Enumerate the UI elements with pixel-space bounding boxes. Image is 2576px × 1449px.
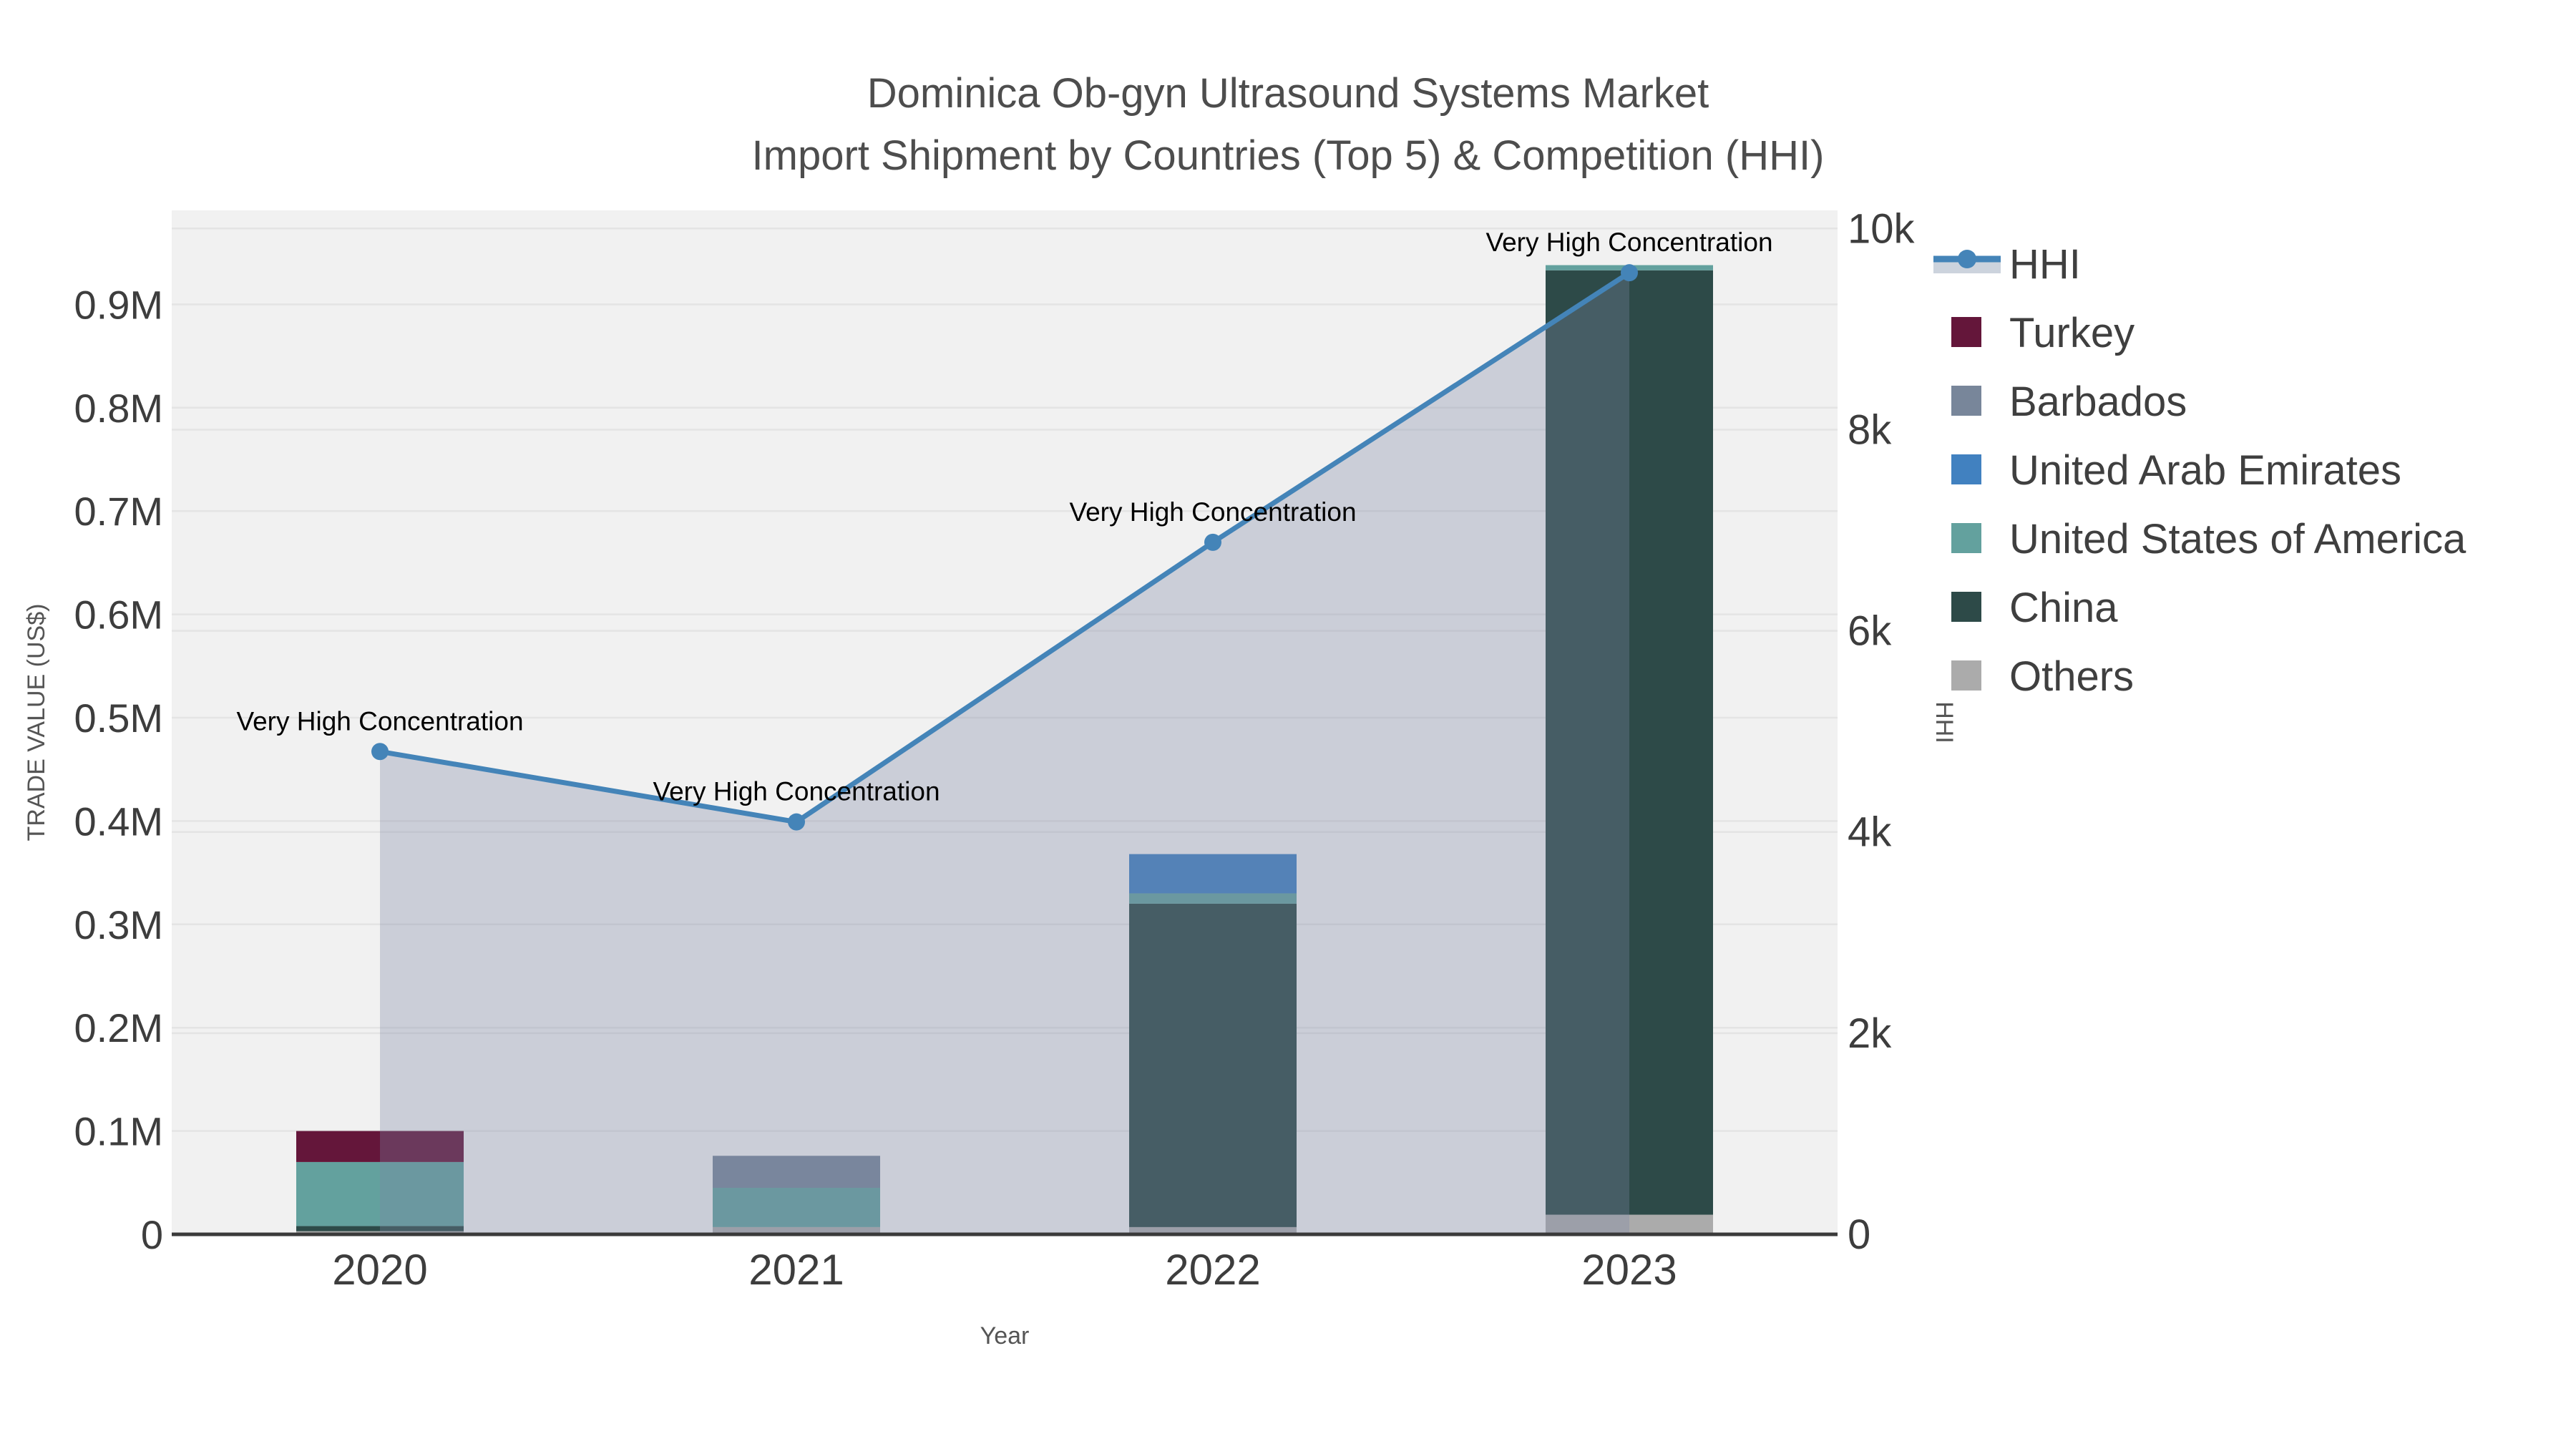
- bar-segment-united-states-of-america-2021[interactable]: [713, 1188, 880, 1227]
- bar-segment-united-states-of-america-2020[interactable]: [296, 1161, 464, 1226]
- bar-segment-others-2023[interactable]: [1546, 1214, 1713, 1234]
- y-left-tick-label: 0.4M: [74, 799, 164, 844]
- y-right-tick-label: 2k: [1848, 1010, 1892, 1057]
- bar-segment-barbados-2021[interactable]: [713, 1156, 880, 1189]
- bar-segment-turkey-2020[interactable]: [296, 1131, 464, 1162]
- legend-color-swatch: [1951, 386, 1981, 416]
- x-tick-label-2022: 2022: [1165, 1246, 1260, 1294]
- chart-title-line2: Import Shipment by Countries (Top 5) & C…: [752, 132, 1825, 179]
- hhi-line: [379, 270, 1631, 825]
- chart-title-line1: Dominica Ob-gyn Ultrasound Systems Marke…: [867, 70, 1709, 117]
- x-tick-label-2023: 2023: [1581, 1246, 1677, 1294]
- y-left-tick-label: 0.8M: [74, 386, 164, 431]
- legend-item-others[interactable]: Others: [1951, 653, 2134, 700]
- legend-item-turkey[interactable]: Turkey: [1951, 310, 2135, 356]
- y-left-tick-label: 0.3M: [74, 902, 164, 947]
- legend-item-label: HHI: [2009, 241, 2081, 288]
- hhi-point-2021[interactable]: [788, 813, 805, 831]
- legend-item-label: China: [2009, 585, 2118, 631]
- legend-item-barbados[interactable]: Barbados: [1951, 379, 2187, 425]
- legend-item-china[interactable]: China: [1951, 585, 2118, 631]
- y-right-tick-label: 4k: [1848, 809, 1892, 856]
- bar-segment-china-2023[interactable]: [1546, 270, 1713, 1215]
- bar-segment-others-2021[interactable]: [713, 1226, 880, 1234]
- legend-item-label: United States of America: [2009, 516, 2467, 562]
- y-left-tick-label: 0.1M: [74, 1109, 164, 1154]
- hhi-point-2022[interactable]: [1204, 533, 1221, 551]
- annotation-2020: Very High Concentration: [236, 706, 523, 736]
- legend-item-label: Turkey: [2009, 310, 2135, 356]
- legend-color-swatch: [1951, 592, 1981, 622]
- legend-item-hhi[interactable]: HHI: [1933, 241, 2081, 288]
- x-axis-title: Year: [980, 1322, 1030, 1350]
- y-left-tick-label: 0.5M: [74, 696, 164, 741]
- y-right-tick-label: 8k: [1848, 406, 1892, 453]
- hhi-area-fill: [380, 273, 1629, 1235]
- legend-item-label: Barbados: [2009, 379, 2187, 425]
- y-left-tick-label: 0: [141, 1212, 163, 1257]
- legend-color-swatch: [1951, 523, 1981, 553]
- hhi-point-2020[interactable]: [371, 743, 389, 761]
- bar-segment-china-2020[interactable]: [296, 1226, 464, 1231]
- y-left-tick-label: 0.7M: [74, 489, 164, 534]
- legend-item-united-states-of-america[interactable]: United States of America: [1951, 516, 2467, 562]
- y-right-tick-label: 6k: [1848, 608, 1892, 655]
- annotation-2022: Very High Concentration: [1069, 497, 1356, 527]
- y-left-tick-label: 0.6M: [74, 592, 164, 638]
- annotation-2021: Very High Concentration: [653, 777, 940, 806]
- legend-color-swatch: [1951, 660, 1981, 691]
- x-tick-label-2020: 2020: [332, 1246, 427, 1294]
- y-right-axis-title: HHI: [1931, 701, 1958, 743]
- bar-segment-others-2022[interactable]: [1129, 1226, 1297, 1234]
- legend-hhi-marker-icon: [1958, 250, 1976, 268]
- y-left-tick-label: 0.9M: [74, 282, 164, 327]
- hhi-point-2023[interactable]: [1621, 264, 1638, 282]
- y-left-tick-label: 0.2M: [74, 1005, 164, 1050]
- legend-item-label: United Arab Emirates: [2009, 447, 2401, 494]
- legend-item-label: Others: [2009, 653, 2134, 700]
- x-tick-label-2021: 2021: [748, 1246, 844, 1294]
- legend-item-united-arab-emirates[interactable]: United Arab Emirates: [1951, 447, 2401, 494]
- annotation-2023: Very High Concentration: [1485, 228, 1772, 257]
- legend-color-swatch: [1951, 317, 1981, 347]
- y-left-axis-title: TRADE VALUE (US$): [23, 604, 50, 841]
- y-right-tick-label: 10k: [1848, 205, 1916, 252]
- y-right-tick-label: 0: [1848, 1211, 1870, 1258]
- bar-segment-china-2022[interactable]: [1129, 903, 1297, 1227]
- legend-color-swatch: [1951, 454, 1981, 484]
- bar-segment-united-states-of-america-2022[interactable]: [1129, 893, 1297, 904]
- bar-segment-united-arab-emirates-2022[interactable]: [1129, 854, 1297, 894]
